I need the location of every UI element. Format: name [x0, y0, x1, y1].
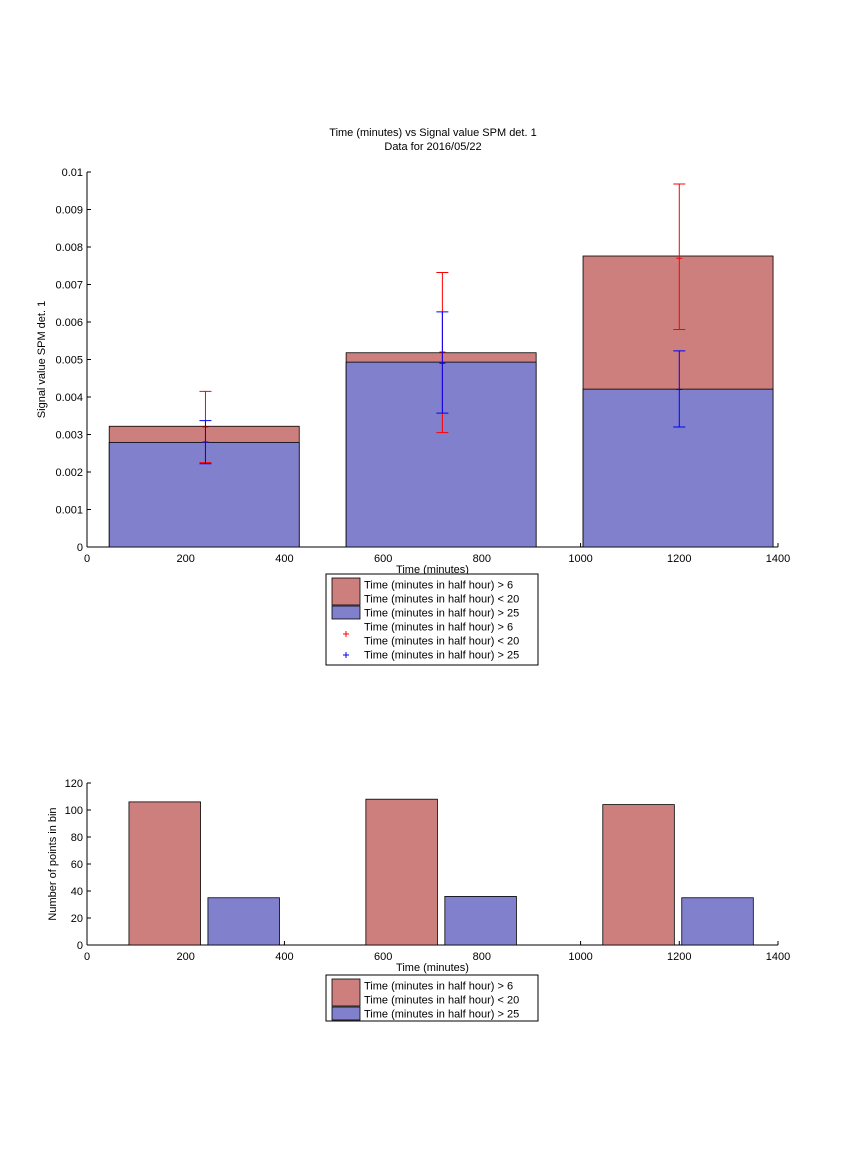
- legend-box: [325, 573, 539, 666]
- x-tick-label: 1200: [667, 553, 691, 565]
- legend-box: [325, 974, 539, 1022]
- count-bar: [207, 897, 280, 946]
- y-tick-label: 0.009: [55, 205, 83, 217]
- x-tick-label: 1400: [766, 951, 790, 963]
- x-tick-label: 1000: [568, 553, 592, 565]
- legend-label: Time (minutes in half hour) > 6: [364, 981, 513, 993]
- x-tick-label: 800: [473, 553, 491, 565]
- legend-swatch: [331, 605, 361, 620]
- signal-chart: Time (minutes) vs Signal value SPM det. …: [36, 127, 790, 666]
- y-axis-label: Signal value SPM det. 1: [36, 301, 48, 418]
- legend: Time (minutes in half hour) > 6 Time (min…: [325, 573, 539, 666]
- x-tick-label: 1200: [667, 951, 691, 963]
- x-tick-label: 600: [374, 553, 392, 565]
- y-axis-label: Number of points in bin: [47, 807, 59, 920]
- count-bar: [365, 798, 438, 946]
- legend-label: Time (minutes in half hour) > 25: [364, 650, 519, 662]
- count-bar: [128, 801, 201, 946]
- legend-swatch: [331, 577, 361, 606]
- count-bar: [681, 897, 754, 946]
- count-bar: [444, 896, 517, 946]
- chart1-subtitle: Data for 2016/05/22: [384, 141, 481, 153]
- bar-blue: [345, 361, 537, 548]
- y-tick-label: 0.005: [55, 355, 83, 367]
- y-tick-label: 120: [65, 778, 83, 790]
- bar-blue: [582, 388, 774, 548]
- legend-swatch: [331, 1006, 361, 1021]
- y-tick-label: 0.008: [55, 242, 83, 254]
- y-tick-label: 0.004: [55, 392, 83, 404]
- legend-label: Time (minutes in half hour) > 6: [364, 622, 513, 634]
- y-tick-label: 0: [77, 940, 83, 952]
- y-tick-label: 0.01: [62, 167, 83, 179]
- legend-label: Time (minutes in half hour) > 25: [364, 608, 519, 620]
- y-tick-label: 80: [71, 832, 83, 844]
- x-tick-label: 800: [473, 951, 491, 963]
- y-tick-label: 0.006: [55, 317, 83, 329]
- x-tick-label: 400: [275, 951, 293, 963]
- legend-label: Time (minutes in half hour) < 20: [364, 594, 519, 606]
- legend-label: Time (minutes in half hour) > 6: [364, 580, 513, 592]
- x-tick-label: 1400: [766, 553, 790, 565]
- x-axis-label: Time (minutes): [396, 962, 469, 974]
- x-tick-label: 1000: [568, 951, 592, 963]
- chart1-title: Time (minutes) vs Signal value SPM det. …: [329, 127, 536, 139]
- count-chart: 0 200 400 600 800 1000 1200 1400 0 20 40 60 80 100 120…: [47, 778, 790, 1022]
- x-tick-label: 0: [84, 951, 90, 963]
- y-tick-label: 0.007: [55, 280, 83, 292]
- legend: Time (minutes in half hour) > 6 Time (min…: [325, 974, 539, 1022]
- y-tick-label: 20: [71, 913, 83, 925]
- x-tick-label: 200: [177, 553, 195, 565]
- x-tick-label: 0: [84, 553, 90, 565]
- y-tick-label: 100: [65, 805, 83, 817]
- legend-swatch: [331, 978, 361, 1007]
- x-tick-label: 400: [275, 553, 293, 565]
- y-tick-label: 40: [71, 886, 83, 898]
- x-axis-label: Time (minutes): [396, 564, 469, 576]
- y-tick-label: 60: [71, 859, 83, 871]
- legend-label: Time (minutes in half hour) < 20: [364, 636, 519, 648]
- y-tick-label: 0: [77, 542, 83, 554]
- x-tick-label: 200: [177, 951, 195, 963]
- x-tick-label: 600: [374, 951, 392, 963]
- count-bar: [602, 804, 675, 946]
- y-tick-label: 0.001: [55, 505, 83, 517]
- bar-blue: [108, 441, 300, 548]
- y-tick-label: 0.003: [55, 430, 83, 442]
- legend-label: Time (minutes in half hour) > 25: [364, 1009, 519, 1021]
- y-tick-label: 0.002: [55, 467, 83, 479]
- legend-label: Time (minutes in half hour) < 20: [364, 995, 519, 1007]
